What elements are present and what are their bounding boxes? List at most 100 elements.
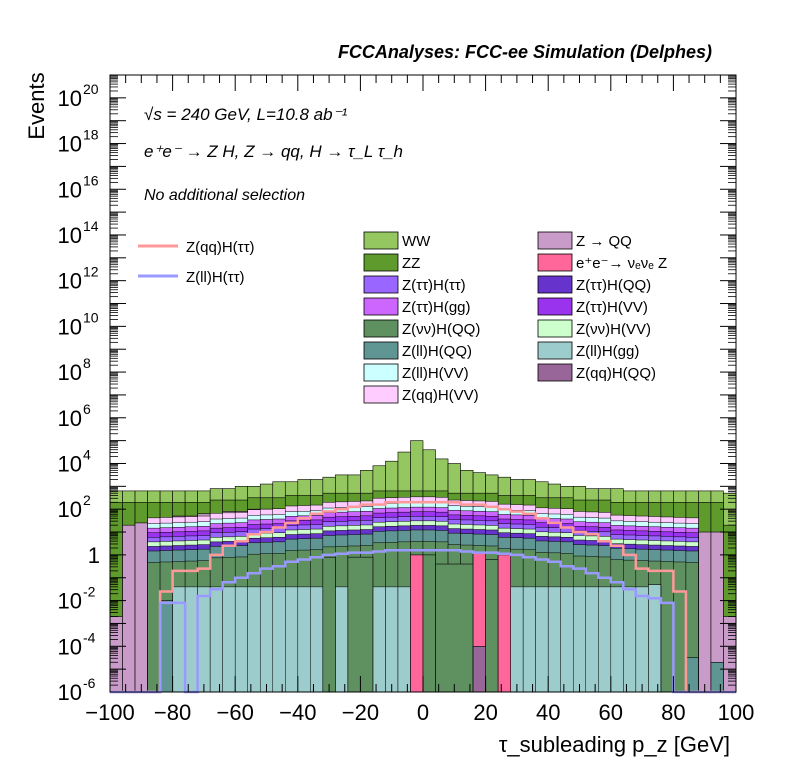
bar <box>209 586 223 693</box>
legend-swatch <box>363 275 399 294</box>
y-tick-exponent: 4 <box>83 446 91 462</box>
legend-label: Z(qq)H(QQ) <box>576 365 656 382</box>
legend: Z(qq)H(ττ) Z(ll)H(ττ) WW Z → QQ ZZ e⁺e⁻→ νₑνₑ… <box>138 231 667 404</box>
legend-swatch <box>363 341 399 360</box>
x-tick-label: −40 <box>279 700 316 725</box>
y-tick-label: 10 <box>58 314 82 339</box>
axes: −100 −80 −60 −40 −20 0 20 40 60 80 10010-610-410-2… <box>58 74 755 725</box>
selection-annotation: No additional selection <box>144 187 305 204</box>
y-tick-label: 10 <box>58 360 82 385</box>
bar <box>347 556 374 693</box>
x-tick-label: 20 <box>473 700 497 725</box>
y-tick-label: 10 <box>58 406 82 431</box>
bar <box>698 531 712 693</box>
bar <box>648 584 662 693</box>
process-annotation: e⁺e⁻ → Z H, Z → qq, H → τ_L τ_h <box>144 142 403 161</box>
bar <box>197 586 211 693</box>
y-tick-label: 10 <box>58 132 82 157</box>
legend-swatch <box>537 275 573 294</box>
bar <box>134 522 148 693</box>
bar <box>673 561 687 693</box>
bar <box>410 554 424 693</box>
bar <box>710 661 724 693</box>
figure-header: FCCAnalyses: FCC-ee Simulation (Delphes) <box>338 42 712 62</box>
legend-swatch <box>363 297 399 316</box>
signal-lines <box>110 501 736 694</box>
x-tick-label: −20 <box>342 700 379 725</box>
bar <box>159 600 173 693</box>
series-line <box>110 501 736 694</box>
y-tick-exponent: 6 <box>83 401 91 417</box>
y-tick-exponent: -4 <box>83 629 96 645</box>
bar <box>497 554 511 693</box>
x-tick-label: −100 <box>85 700 135 725</box>
bar <box>598 586 612 693</box>
bar <box>322 556 336 693</box>
legend-swatch <box>363 319 399 338</box>
x-tick-label: −80 <box>154 700 191 725</box>
bar <box>472 645 486 693</box>
bar <box>560 586 574 693</box>
legend-swatch <box>537 319 573 338</box>
legend-label: WW <box>402 233 431 250</box>
bar <box>522 586 536 693</box>
legend-label: Z → QQ <box>576 233 632 250</box>
y-tick-label: 1 <box>88 543 100 568</box>
y-tick-exponent: 2 <box>83 492 91 508</box>
legend-label: Z(ll)H(QQ) <box>402 343 472 360</box>
legend-label: Z(ll)H(gg) <box>576 343 639 360</box>
bar <box>122 524 136 693</box>
legend-label: Z(νν)H(VV) <box>576 321 651 338</box>
y-tick-label: 10 <box>58 589 82 614</box>
legend-swatch <box>537 253 573 272</box>
legend-swatch <box>537 363 573 382</box>
legend-label: Z(ττ)H(VV) <box>576 299 648 316</box>
bar <box>510 586 524 693</box>
bar <box>623 586 637 693</box>
legend-swatch <box>537 297 573 316</box>
y-tick-exponent: 20 <box>83 81 99 97</box>
legend-label: Z(ττ)H(QQ) <box>576 277 651 294</box>
bar <box>572 586 587 693</box>
y-tick-exponent: -6 <box>83 675 96 691</box>
x-tick-label: 0 <box>417 700 429 725</box>
x-axis-label: τ_subleading p_z [GeV] <box>499 732 730 757</box>
legend-label: e⁺e⁻→ νₑνₑ Z <box>576 255 667 272</box>
x-tick-label: 40 <box>536 700 560 725</box>
legend-label: Z(ττ)H(ττ) <box>402 277 466 294</box>
legend-label: ZZ <box>402 255 420 272</box>
x-tick-label: 100 <box>718 700 755 725</box>
legend-label: Z(ττ)H(gg) <box>402 299 471 316</box>
bar <box>585 586 599 693</box>
bar <box>610 586 624 693</box>
series-line <box>110 549 736 694</box>
bar <box>485 559 499 693</box>
bar <box>547 586 561 693</box>
legend-label: Z(νν)H(QQ) <box>402 321 480 338</box>
bar <box>435 563 474 693</box>
bar <box>385 586 399 693</box>
bar <box>109 616 123 693</box>
legend-swatch <box>363 253 399 272</box>
y-tick-label: 10 <box>58 269 82 294</box>
bar <box>335 586 349 693</box>
bar <box>184 586 198 693</box>
bar <box>685 657 699 693</box>
legend-swatch <box>537 231 573 250</box>
y-tick-label: 10 <box>58 497 82 522</box>
histogram-bars <box>109 440 737 693</box>
bar <box>247 586 261 693</box>
bar <box>222 586 236 693</box>
legend-swatch <box>363 231 399 250</box>
y-tick-label: 10 <box>58 86 82 111</box>
y-tick-exponent: 14 <box>83 218 99 234</box>
bar <box>372 586 386 693</box>
bar <box>234 586 248 693</box>
y-tick-exponent: 8 <box>83 355 91 371</box>
x-tick-label: 60 <box>599 700 623 725</box>
legend-swatch <box>363 363 399 382</box>
legend-label: Z(qq)H(VV) <box>402 387 479 404</box>
bar <box>635 586 649 693</box>
y-tick-label: 10 <box>58 451 82 476</box>
